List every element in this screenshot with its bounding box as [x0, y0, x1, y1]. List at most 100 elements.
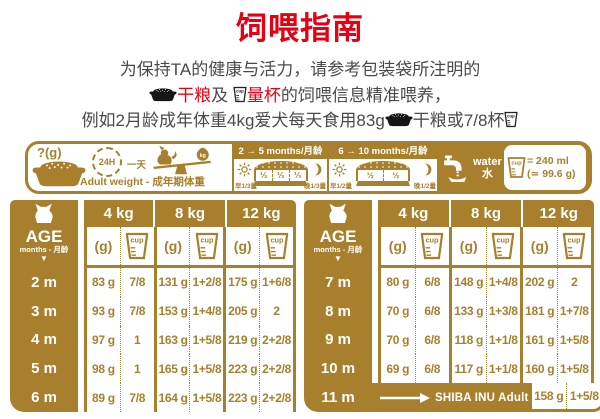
value-cell: 202 g — [523, 268, 558, 297]
value-cell: 7/8 — [121, 268, 157, 297]
age-month-cell: 7 m — [325, 273, 351, 291]
legend-daily-zone: ?(g) 24H 一天 Adult weight - 成年期体重 — [28, 144, 232, 191]
unit-cup-cell — [121, 227, 157, 265]
clock-24h-icon: 24H — [92, 147, 122, 177]
age-column: AGE months - 月龄 ▼ 7 m 8 m 9 m 10 m — [304, 200, 372, 383]
unit-cup-cell — [260, 227, 293, 265]
value-cell: 1 — [121, 354, 157, 384]
grams-unit-label: (g) — [459, 238, 478, 254]
portion-bowl: ½ ½ — [356, 161, 410, 186]
age-sublabel: months - 月龄 — [313, 245, 363, 254]
weight-header: 4 kg — [103, 205, 134, 222]
weight-header: 12 kg — [224, 200, 296, 227]
age-month-cell: 5 m — [31, 360, 57, 378]
legend-band: ?(g) 24H 一天 Adult weight - 成年期体重 2 → 5 m… — [25, 141, 592, 194]
age-month-cell: 6 m — [31, 389, 57, 407]
age-label: AGE — [319, 227, 357, 246]
weight-header: 4 kg — [398, 205, 429, 222]
page-title: 饲喂指南 — [236, 11, 364, 46]
value-cell: 1+7/8 — [559, 304, 589, 319]
value-cell: 1+4/8 — [487, 268, 523, 297]
unit-cup-cell — [558, 227, 592, 265]
measuring-cup-icon — [491, 232, 515, 260]
fraction-label: ½ — [382, 170, 409, 181]
unit-grams-cell: (g) — [157, 227, 191, 265]
unit-grams-cell: (g) — [381, 227, 416, 265]
age-month-cell: 10 m — [320, 360, 356, 378]
sun-icon — [332, 162, 347, 177]
age-header: AGE months - 月龄 ▼ — [10, 200, 78, 268]
water-faucet-icon — [440, 151, 472, 185]
period-6-10-months: 6 → 10 months/月龄 ½ ½ 早1/2量 晚1/2量 — [327, 144, 437, 191]
value-cell: 205 g — [226, 296, 261, 326]
fraction-label: ⅓ — [288, 170, 306, 181]
value-cell: 1+5/8 — [569, 389, 599, 403]
table-row: 93 g 7/8 153 g 1+4/8 205 g 2 — [87, 296, 293, 326]
intro-rest: 的饲喂信息精准喂养， — [280, 85, 451, 105]
adult-weight-label: Adult weight - 成年期体重 — [80, 176, 205, 188]
weight-header: 8 kg — [448, 200, 522, 227]
intro-line-2: 干粮及 量杯的饲喂信息精准喂养， — [0, 83, 600, 109]
value-cell: 148 g — [452, 268, 487, 297]
one-day-label: 一天 — [127, 160, 147, 171]
measuring-cup-icon — [125, 232, 149, 260]
value-cell: 1+5/8 — [559, 361, 589, 376]
value-cell: 1+5/8 — [190, 354, 227, 384]
unit-cup-cell — [487, 227, 523, 265]
value-cell: 98 g — [87, 354, 121, 384]
table-row: 70 g 6/8 118 g 1+1/8 161 g 1+5/8 — [381, 325, 591, 355]
value-cell: 133 g — [452, 296, 487, 326]
grams-unit-label: (g) — [233, 238, 252, 254]
age-month-cell: 11 m — [321, 389, 355, 406]
feeding-table-puppy-7-11m: AGE months - 月龄 ▼ 7 m 8 m 9 m 10 m 4 kg 8 kg 12 k… — [304, 200, 600, 412]
fraction-label: ⅓ — [271, 170, 289, 181]
age-label: AGE — [25, 227, 63, 246]
weight-header-band: 4 kg 8 kg 12 kg — [84, 200, 296, 227]
table-row: 80 g 6/8 148 g 1+4/8 202 g 2 — [381, 268, 591, 297]
value-cell: 6/8 — [416, 296, 452, 326]
value-cell: 158 g — [532, 383, 568, 409]
sun-icon — [237, 162, 252, 177]
age-header: AGE months - 月龄 ▼ — [304, 200, 372, 268]
value-cell: 117 g — [452, 354, 487, 383]
value-cell: 2 — [273, 304, 280, 319]
value-cell: 2 — [571, 275, 578, 290]
value-panel: (g) (g) (g) 83 g 7/8 131 g 1+2/8 175 g 1+6/8 93 g… — [84, 227, 296, 412]
unit-grams-cell: (g) — [452, 227, 487, 265]
value-cell: 175 g — [226, 268, 261, 297]
moon-icon — [312, 162, 323, 177]
age-month-cell: 9 m — [325, 331, 351, 349]
value-cell: 69 g — [381, 354, 416, 383]
portion-bowl: ⅓ ⅓ ⅓ — [253, 161, 308, 186]
value-cell: 1+5/8 — [559, 332, 589, 347]
unit-cup-cell — [190, 227, 227, 265]
value-cell: 160 g — [523, 354, 558, 383]
period-2-5-months: 2 → 5 months/月龄 ⅓ ⅓ ⅓ 早1/3量 晚1/3量 — [232, 144, 327, 191]
measuring-cup-icon — [265, 232, 289, 260]
right-arrow-icon — [380, 393, 430, 403]
intro-line-3: 例如2月龄成年体重4kg爱犬每天食用83g 干粮或7/8杯 — [0, 108, 600, 134]
value-cell: 2+2/8 — [262, 332, 291, 347]
age-sublabel: months - 月龄 — [19, 245, 69, 254]
table-row: 97 g 1 163 g 1+5/8 219 g 2+2/8 — [87, 325, 293, 355]
water-label-en: water — [473, 155, 502, 168]
fraction-label: ½ — [366, 170, 374, 180]
value-cell: 2+2/8 — [262, 390, 291, 405]
age-month-cell: 4 m — [31, 331, 57, 349]
adult-product-label: SHIBA INU Adult — [435, 391, 529, 404]
age-month-cell: 3 m — [31, 302, 57, 320]
down-triangle-icon: ▼ — [40, 254, 48, 263]
weight-header: 12 kg — [521, 200, 594, 227]
grams-unit-label: (g) — [164, 238, 183, 254]
dog-head-icon — [325, 203, 351, 223]
period-title: 6 → 10 months/月龄 — [329, 144, 437, 159]
cup-volume: = 240 ml — [527, 154, 569, 167]
unit-grams-cell: (g) — [226, 227, 261, 265]
age-column: AGE months - 月龄 ▼ 2 m 3 m 4 m 5 m 6 m — [10, 200, 78, 412]
dog-head-icon — [31, 203, 57, 223]
value-cell: 1 — [121, 325, 157, 355]
measuring-cup-word: 量杯 — [246, 85, 281, 105]
value-cell: 181 g — [523, 296, 558, 326]
